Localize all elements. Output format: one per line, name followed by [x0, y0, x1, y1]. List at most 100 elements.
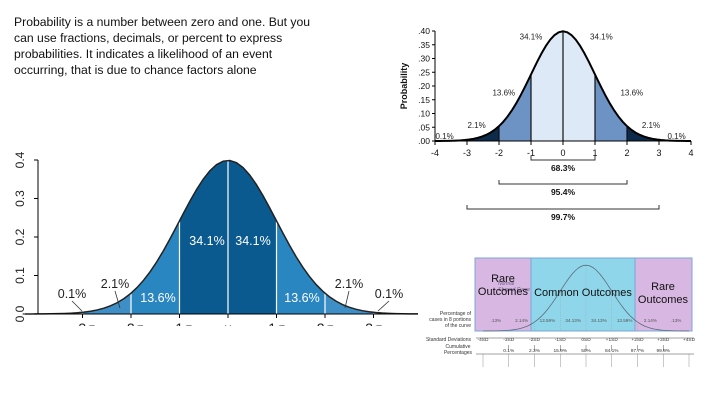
y-tick-label-6: .30 — [418, 54, 430, 64]
x-tick-label-4: 1σ — [268, 320, 285, 326]
cumulative-label-0: 0.1% — [503, 348, 515, 354]
x-tick-label-3: μ — [224, 320, 232, 326]
region-label-1: 2.1% — [467, 121, 485, 130]
sigma-bell-curve-chart: 0.0 0.1 0.2 0.3 0.4 −3σ −2σ −1σ μ 1σ 2σ 3σ 0.1% 2.1% 1… — [0, 148, 418, 326]
y-tick-label-4: .20 — [418, 81, 430, 91]
percentage-value-4: 34.13% — [591, 318, 607, 323]
percentage-value-2: 13.59% — [540, 318, 556, 323]
region-label-7: 0.1% — [375, 287, 404, 301]
curve-region-1 — [467, 126, 499, 141]
percentage-value-5: 13.59% — [617, 318, 633, 323]
common-zone — [530, 257, 636, 332]
leader-line-right-outer — [377, 300, 390, 312]
row-label-cumulative: Cumulative Percentages — [444, 344, 473, 356]
cumulative-label-6: 99.9% — [656, 348, 670, 354]
cumulative-label-4: 84.1% — [605, 348, 619, 354]
x-tick-label-6: 2 — [624, 148, 629, 158]
curve-region-6 — [627, 126, 659, 141]
y-tick-label-8: .40 — [418, 26, 430, 36]
std-dev-label-2: -2SD — [529, 337, 540, 343]
zone-label-rare-right: Rare Outcomes — [638, 281, 689, 306]
std-dev-label-3: -1SD — [555, 337, 566, 343]
leader-line-left-outer — [71, 300, 83, 312]
cumulative-label-5: 97.7% — [631, 348, 645, 354]
curve-caption: Normal Shaped Curve — [498, 281, 530, 293]
region-label-6: 2.1% — [335, 277, 364, 291]
std-dev-label-7: +3SD — [657, 337, 670, 343]
y-tick-label-7: .35 — [418, 40, 430, 50]
interval-label-2: 99.7% — [551, 212, 576, 222]
normal-curve-probability-svg: .00.05.10.15.20.25.30.35.40-4 -3 -2 -1 0 1 2 3 4… — [399, 26, 694, 222]
sigma-bell-curve-svg: 0.0 0.1 0.2 0.3 0.4 −3σ −2σ −1σ μ 1σ 2σ 3σ 0.1% 2.1% 1… — [13, 151, 418, 326]
std-dev-label-8: +4SD — [683, 337, 696, 343]
curve-region-1 — [82, 293, 131, 314]
interval-bracket-0 — [530, 156, 596, 161]
y-tick-label-0: 0.0 — [13, 305, 27, 322]
x-tick-label-3: -1 — [527, 148, 535, 158]
x-tick-label-7: 3 — [656, 148, 661, 158]
region-label-4: 34.1% — [235, 234, 270, 248]
interval-label-1: 95.4% — [551, 187, 576, 197]
region-label-4: 34.1% — [590, 32, 613, 41]
zone-label-common: Common Outcomes — [534, 287, 632, 299]
percentage-value-1: 2.14% — [515, 318, 528, 323]
percentage-value-3: 34.13% — [565, 318, 581, 323]
leader-line-right-inner — [344, 290, 350, 309]
x-tick-label-0: −3σ — [70, 320, 95, 326]
percentage-value-6: 2.14% — [644, 318, 657, 323]
y-tick-label-5: .25 — [418, 67, 430, 77]
region-label-6: 2.1% — [642, 121, 660, 130]
x-tick-label-4: 0 — [560, 148, 565, 158]
interval-bracket-1 — [498, 180, 628, 185]
region-label-5: 13.6% — [284, 291, 319, 305]
y-tick-label-1: .05 — [418, 122, 430, 132]
y-tick-label-3: .15 — [418, 95, 430, 105]
outcomes-distribution-chart: Normal Shaped Curve Rare Outcomes Common Out… — [414, 255, 704, 370]
percentage-value-0: .13% — [491, 318, 501, 323]
region-label-1: 2.1% — [101, 277, 130, 291]
y-tick-label-0: .00 — [418, 136, 430, 146]
region-label-3: 34.1% — [189, 234, 224, 248]
x-tick-label-6: 3σ — [365, 320, 382, 326]
std-dev-label-0: -4SD — [478, 337, 489, 343]
curve-region-6 — [325, 293, 374, 314]
normal-curve-outline — [482, 264, 690, 332]
region-label-2: 13.6% — [140, 291, 175, 305]
density-curve — [24, 159, 418, 315]
region-label-3: 34.1% — [520, 32, 543, 41]
x-tick-label-5: 1 — [592, 148, 597, 158]
row-label-std-devs: Standard Deviations — [426, 337, 472, 343]
y-axis-title: Probability — [399, 63, 409, 110]
x-tick-label-1: -3 — [463, 148, 471, 158]
region-label-7: 0.1% — [667, 132, 685, 141]
y-tick-label-2: .10 — [418, 109, 430, 119]
curve-region-3 — [531, 31, 563, 141]
x-tick-label-1: −2σ — [119, 320, 144, 326]
cumulative-label-2: 15.9% — [553, 348, 567, 354]
cumulative-label-3: 50% — [581, 348, 591, 354]
zone-label-rare-left: Rare Outcomes — [478, 273, 529, 298]
std-dev-label-4: 0SD — [581, 337, 591, 343]
x-tick-label-2: -2 — [495, 148, 503, 158]
region-label-5: 13.6% — [620, 89, 643, 98]
intro-paragraph: Probability is a number between zero and… — [14, 15, 311, 77]
region-label-0: 0.1% — [435, 132, 453, 141]
std-dev-label-1: -3SD — [503, 337, 514, 343]
x-tick-label-8: 4 — [688, 148, 693, 158]
interval-bracket-2 — [466, 205, 660, 210]
x-tick-label-0: -4 — [431, 148, 439, 158]
leader-line-left-inner — [114, 290, 121, 309]
region-label-0: 0.1% — [58, 287, 87, 301]
region-label-2: 13.6% — [492, 89, 515, 98]
y-tick-label-4: 0.4 — [13, 151, 27, 168]
curve-region-4 — [563, 31, 595, 141]
interval-label-0: 68.3% — [551, 163, 576, 173]
row-label-percentages: Percentage of cases in 8 portions of the c… — [429, 311, 471, 329]
x-tick-label-2: −1σ — [167, 320, 192, 326]
x-tick-label-5: 2σ — [317, 320, 334, 326]
cumulative-label-1: 2.3% — [529, 348, 541, 354]
std-dev-label-6: +2SD — [631, 337, 644, 343]
percentage-value-7: .13% — [671, 318, 681, 323]
y-tick-label-2: 0.2 — [13, 228, 27, 245]
